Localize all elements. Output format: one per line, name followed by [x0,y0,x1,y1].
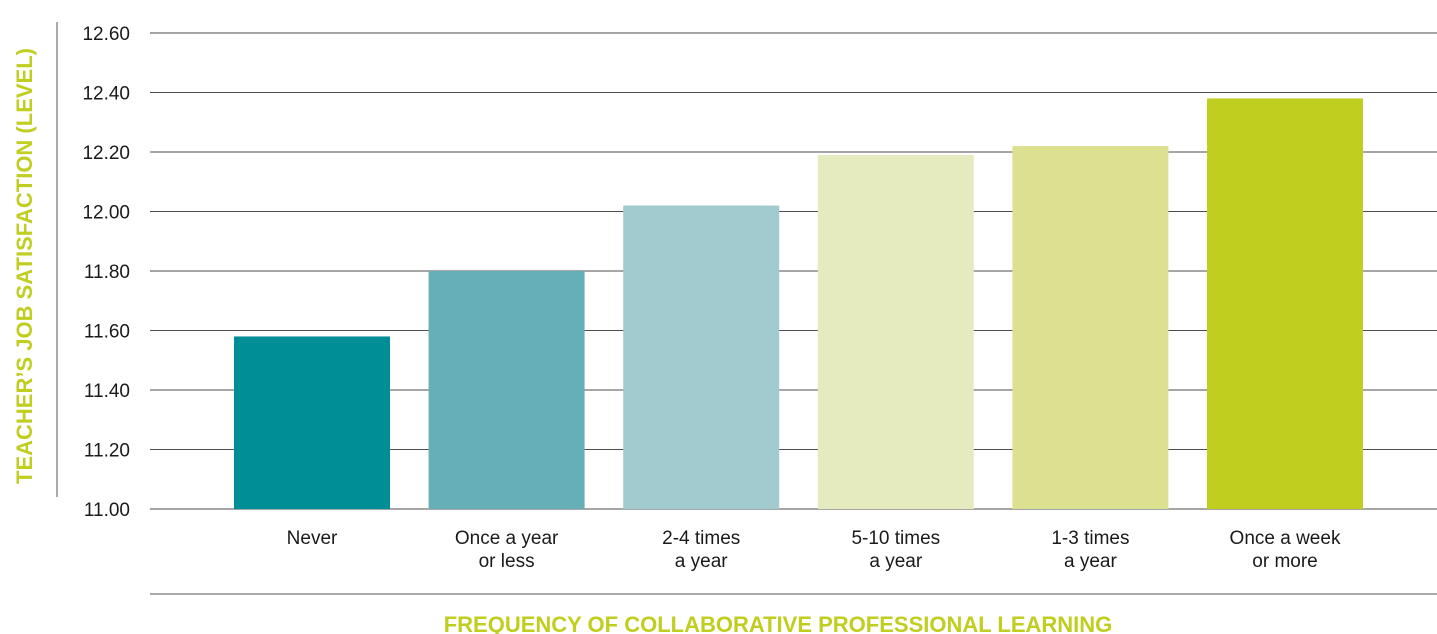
y-tick-labels: 11.00 11.20 11.40 11.60 11.80 12.00 12.20 12.40… [82,24,130,521]
y-tick-label: 12.60 [82,24,130,45]
bar [817,154,974,509]
y-tick-label: 11.40 [84,381,130,402]
bar [428,271,585,509]
bars [234,98,1363,510]
y-tick-label: 11.80 [84,262,130,283]
bar [1012,146,1169,510]
bar [623,205,780,510]
category-label: Never [287,528,338,549]
category-label: Once a year or less [455,528,559,572]
category-label: 2-4 times a year [662,528,740,572]
y-tick-label: 11.20 [84,441,130,462]
category-label: 1-3 times a year [1051,528,1129,572]
x-axis-title: FREQUENCY OF COLLABORATIVE PROFESSIONAL … [444,612,1113,634]
y-tick-label: 12.00 [82,203,130,224]
bar [1207,98,1363,509]
y-tick-label: 12.20 [82,143,130,164]
category-label: Once a week or more [1230,528,1341,572]
y-tick-label: 11.00 [84,500,130,521]
category-label: 5-10 times a year [851,528,940,572]
bar [234,336,390,509]
y-axis-title: TEACHER’S JOB SATISFACTION (LEVEL) [12,48,37,484]
y-tick-label: 11.60 [84,322,130,343]
y-tick-label: 12.40 [82,84,130,105]
category-labels: Never Once a year or less 2-4 times a year 5-… [287,528,1341,572]
